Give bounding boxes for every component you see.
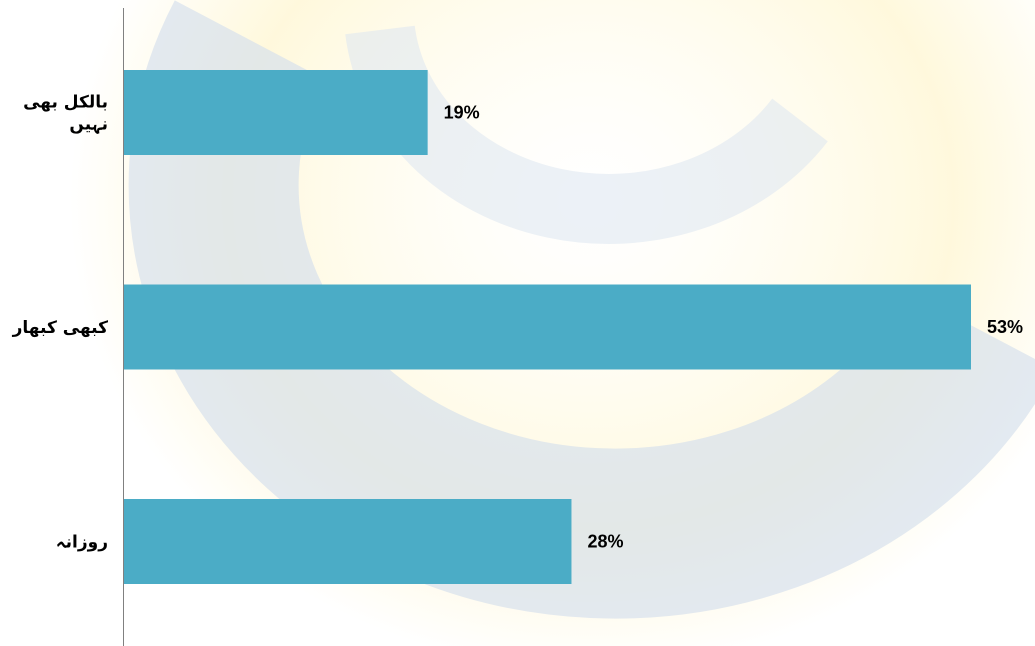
- value-label-2: 28%: [587, 532, 623, 552]
- category-label-0-line-1: نہیں: [69, 115, 108, 135]
- value-label-1: 53%: [987, 317, 1023, 337]
- bar-1: [124, 284, 971, 370]
- category-label-2-line-0: روزانہ: [56, 533, 108, 553]
- value-labels-group: 19% 53% 28%: [444, 103, 1023, 552]
- bars-group: [124, 70, 971, 584]
- value-label-0: 19%: [444, 103, 480, 123]
- bar-2: [124, 499, 572, 584]
- category-label-0-line-0: بالکل بھی: [23, 93, 108, 113]
- category-label-1-line-0: کبھی کبھار: [12, 318, 108, 338]
- bar-0: [124, 70, 428, 155]
